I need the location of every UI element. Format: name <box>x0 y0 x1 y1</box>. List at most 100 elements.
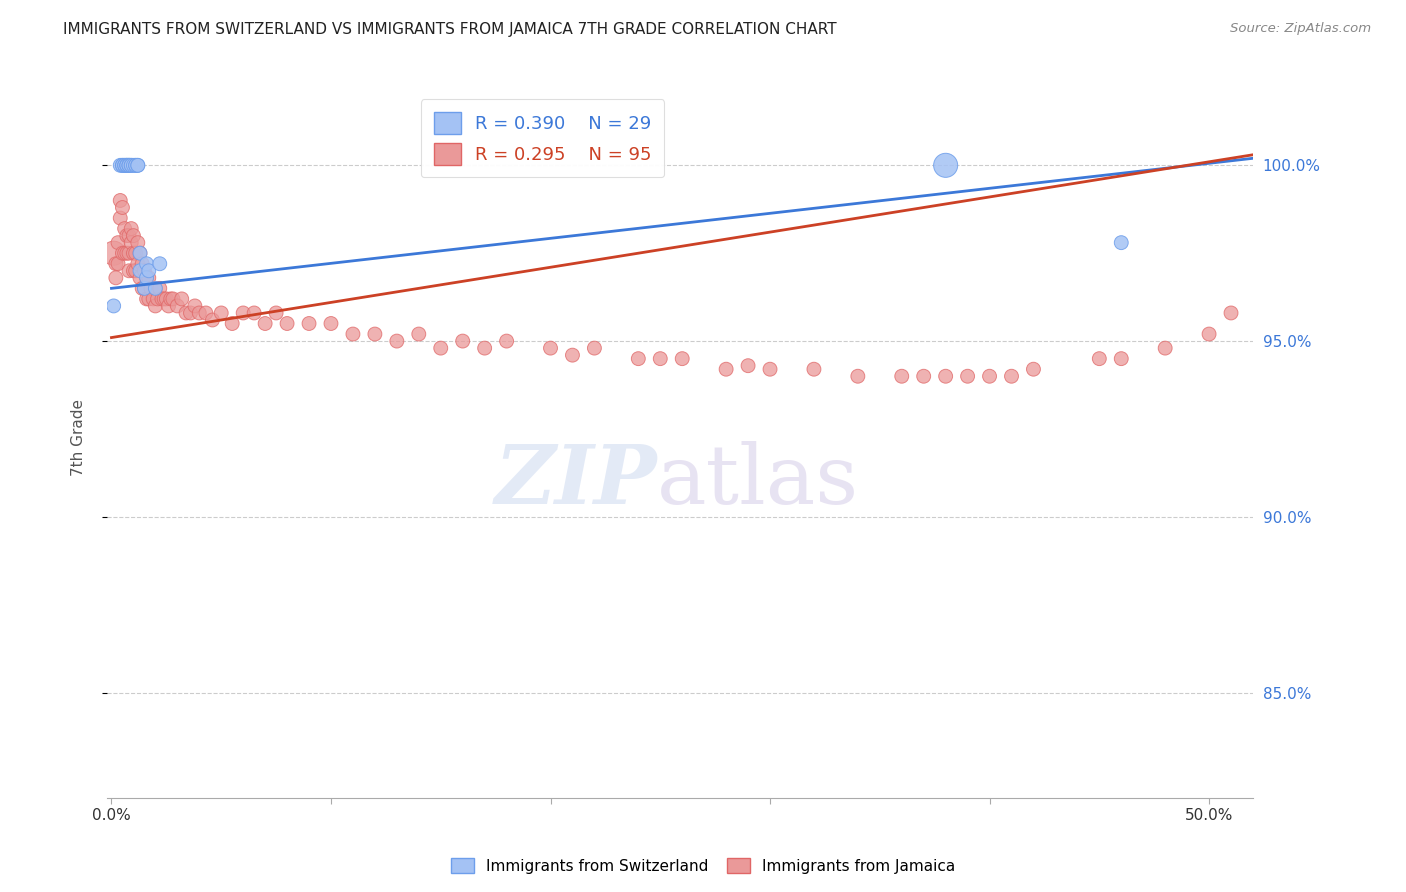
Point <box>127 235 149 250</box>
Point <box>385 334 408 348</box>
Point <box>540 341 562 355</box>
Point <box>1109 351 1132 366</box>
Point <box>111 201 134 215</box>
Point <box>114 246 136 260</box>
Point <box>166 299 188 313</box>
Point <box>115 246 138 260</box>
Point <box>122 264 145 278</box>
Point <box>561 348 583 362</box>
Point <box>127 158 149 172</box>
Point <box>122 246 145 260</box>
Point <box>120 158 142 172</box>
Point <box>714 362 737 376</box>
Y-axis label: 7th Grade: 7th Grade <box>72 400 86 476</box>
Point <box>170 292 193 306</box>
Point <box>1220 306 1243 320</box>
Point <box>188 306 211 320</box>
Point <box>149 257 172 271</box>
Point <box>107 235 129 250</box>
Point <box>122 228 145 243</box>
Point <box>298 317 321 331</box>
Point <box>671 351 693 366</box>
Point <box>111 246 134 260</box>
Point <box>1022 362 1045 376</box>
Point <box>131 281 153 295</box>
Point <box>120 158 142 172</box>
Text: Source: ZipAtlas.com: Source: ZipAtlas.com <box>1230 22 1371 36</box>
Point <box>129 246 152 260</box>
Point <box>890 369 912 384</box>
Point <box>319 317 342 331</box>
Point <box>150 292 173 306</box>
Point <box>157 299 180 313</box>
Point <box>129 246 152 260</box>
Point <box>1109 235 1132 250</box>
Point <box>115 158 138 172</box>
Point <box>935 158 957 172</box>
Point <box>201 313 224 327</box>
Point <box>145 281 167 295</box>
Point <box>408 326 430 341</box>
Point <box>243 306 266 320</box>
Point <box>134 264 156 278</box>
Point <box>474 341 496 355</box>
Point <box>221 317 243 331</box>
Point <box>115 158 138 172</box>
Point <box>184 299 207 313</box>
Point <box>118 264 141 278</box>
Point <box>146 292 169 306</box>
Point <box>912 369 935 384</box>
Legend: R = 0.390    N = 29, R = 0.295    N = 95: R = 0.390 N = 29, R = 0.295 N = 95 <box>420 99 664 178</box>
Point <box>159 292 181 306</box>
Point <box>935 369 957 384</box>
Point <box>110 194 132 208</box>
Point <box>1000 369 1022 384</box>
Point <box>114 158 136 172</box>
Point <box>118 246 141 260</box>
Legend: Immigrants from Switzerland, Immigrants from Jamaica: Immigrants from Switzerland, Immigrants … <box>444 852 962 880</box>
Point <box>111 158 134 172</box>
Point <box>737 359 759 373</box>
Point <box>131 257 153 271</box>
Point <box>124 158 146 172</box>
Point <box>276 317 298 331</box>
Point <box>103 299 125 313</box>
Point <box>1198 326 1220 341</box>
Point <box>138 270 160 285</box>
Point <box>110 211 132 225</box>
Point <box>627 351 650 366</box>
Point <box>803 362 825 376</box>
Point <box>135 257 157 271</box>
Point <box>429 341 451 355</box>
Point <box>155 292 177 306</box>
Text: IMMIGRANTS FROM SWITZERLAND VS IMMIGRANTS FROM JAMAICA 7TH GRADE CORRELATION CHA: IMMIGRANTS FROM SWITZERLAND VS IMMIGRANT… <box>63 22 837 37</box>
Point <box>104 257 127 271</box>
Point <box>495 334 517 348</box>
Point <box>110 158 132 172</box>
Point <box>107 257 129 271</box>
Point <box>114 221 136 235</box>
Point <box>118 158 141 172</box>
Point <box>342 326 364 341</box>
Point <box>134 281 156 295</box>
Point <box>364 326 387 341</box>
Point <box>104 270 127 285</box>
Point <box>162 292 184 306</box>
Text: atlas: atlas <box>657 441 859 521</box>
Point <box>134 281 156 295</box>
Point <box>122 158 145 172</box>
Point <box>142 292 165 306</box>
Point <box>583 341 606 355</box>
Point <box>846 369 869 384</box>
Point <box>254 317 277 331</box>
Point <box>135 270 157 285</box>
Point <box>264 306 287 320</box>
Point <box>103 246 125 260</box>
Point <box>124 246 146 260</box>
Point <box>138 264 160 278</box>
Point <box>124 158 146 172</box>
Point <box>138 292 160 306</box>
Point <box>1154 341 1177 355</box>
Point <box>129 270 152 285</box>
Point <box>1088 351 1111 366</box>
